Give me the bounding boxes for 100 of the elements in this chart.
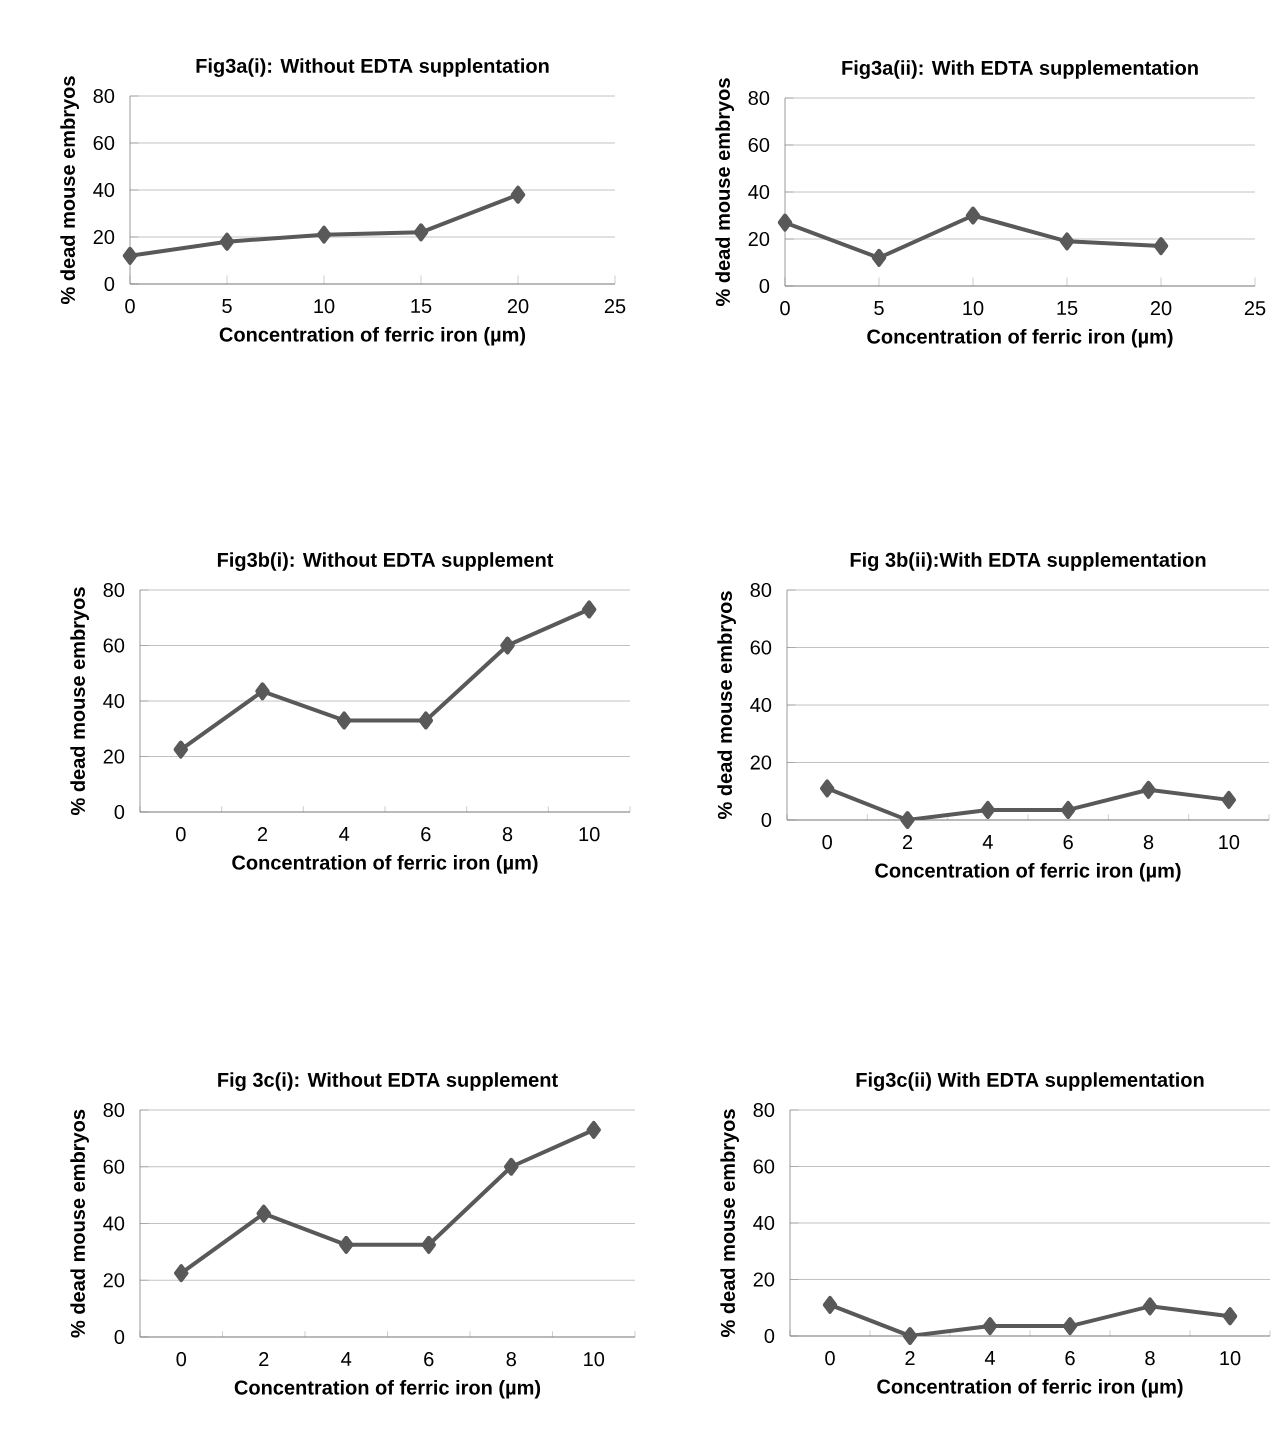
point (581, 600, 597, 619)
x-tick-label: 10 (963, 301, 984, 316)
y-tick-label: 80 (93, 88, 115, 104)
x-tick-label: 4 (984, 1351, 995, 1365)
x-tick-label: 10 (314, 299, 335, 314)
point (871, 248, 887, 267)
point (510, 185, 526, 204)
point (122, 246, 138, 265)
point (1142, 1297, 1158, 1316)
y-tick-label: 60 (753, 1159, 775, 1174)
y-tick-label: 40 (103, 1216, 125, 1231)
y-tick-label: 20 (748, 231, 770, 247)
x-tick-label: 8 (502, 827, 513, 842)
x-tick-label: 0 (176, 1352, 187, 1367)
point (902, 1326, 918, 1345)
x-tick-label: 2 (259, 1352, 269, 1367)
x-tick-label: 20 (507, 299, 529, 314)
y-tick-label: 0 (759, 278, 770, 294)
point (336, 711, 352, 730)
x-tick-label: 15 (411, 299, 432, 314)
point (174, 1264, 189, 1283)
y-tick-label: 60 (103, 1159, 125, 1174)
chart-title: Fig 3c(i): Without EDTA supplement (218, 1072, 558, 1091)
y-tick-label: 0 (761, 812, 772, 828)
y-tick-label: 40 (93, 182, 115, 198)
x-tick-label: 0 (822, 835, 832, 850)
point (316, 225, 332, 244)
y-tick-label: 80 (748, 90, 770, 106)
y-tick-label: 0 (114, 804, 125, 820)
y-tick-label: 20 (750, 755, 772, 770)
y-tick-label: 60 (103, 638, 125, 653)
y-axis-title: % dead mouse embryos (70, 1109, 89, 1338)
x-tick-label: 0 (176, 827, 186, 842)
point (173, 740, 189, 759)
point (418, 711, 434, 730)
y-axis-title: % dead mouse embryos (70, 587, 89, 815)
chart-title: Fig3a(i): Without EDTA supplentation (196, 58, 549, 77)
point (1221, 790, 1237, 809)
x-tick-label: 5 (222, 299, 232, 314)
x-tick-label: 6 (424, 1352, 434, 1367)
x-tick-label: 0 (125, 299, 135, 314)
point (819, 779, 835, 798)
y-tick-label: 20 (103, 749, 125, 764)
y-axis-title: % dead mouse embryos (720, 1109, 739, 1337)
x-tick-label: 6 (1065, 1351, 1075, 1366)
x-axis-title: Concentration of ferric iron (µm) (234, 1379, 541, 1399)
point (255, 682, 270, 701)
point (413, 223, 429, 242)
point (822, 1295, 838, 1314)
x-tick-label: 6 (421, 827, 431, 842)
x-tick-label: 10 (579, 827, 600, 842)
x-tick-label: 8 (506, 1352, 516, 1367)
chart-title: Fig3c(ii) With EDTA supplementation (856, 1072, 1204, 1091)
point (1153, 237, 1169, 256)
x-axis-title: Concentration of ferric iron (µm) (219, 326, 526, 346)
x-tick-label: 10 (1220, 1351, 1241, 1366)
point (777, 213, 793, 232)
point (256, 1204, 271, 1223)
x-tick-label: 8 (1143, 835, 1154, 850)
x-tick-label: 2 (257, 827, 268, 842)
chart-title: Fig 3b(ii):With EDTA supplementation (850, 552, 1206, 571)
point (1060, 800, 1076, 819)
x-tick-label: 2 (905, 1351, 915, 1366)
y-axis-title: % dead mouse embryos (717, 591, 736, 819)
y-tick-label: 80 (750, 582, 772, 598)
y-tick-label: 20 (103, 1273, 125, 1288)
y-axis-title: % dead mouse embryos (715, 78, 734, 306)
x-axis-title: Concentration of ferric iron (µm) (877, 1378, 1183, 1398)
x-tick-label: 4 (341, 1352, 352, 1366)
y-tick-label: 80 (103, 1102, 125, 1118)
point (500, 636, 515, 655)
y-tick-label: 0 (104, 276, 115, 292)
chart-title: Fig3b(i): Without EDTA supplement (217, 552, 554, 571)
y-tick-label: 40 (753, 1215, 775, 1231)
point (1141, 780, 1156, 799)
y-tick-label: 80 (103, 582, 125, 598)
x-tick-label: 10 (1219, 835, 1240, 850)
y-tick-label: 40 (750, 697, 772, 713)
point (1062, 1317, 1078, 1336)
point (586, 1120, 601, 1139)
x-axis-title: Concentration of ferric iron (µm) (867, 328, 1173, 348)
x-tick-label: 2 (902, 835, 913, 850)
y-tick-label: 40 (748, 184, 770, 200)
x-tick-label: 25 (1244, 301, 1266, 316)
point (219, 232, 235, 251)
x-tick-label: 6 (1063, 835, 1073, 850)
point (1222, 1307, 1238, 1326)
y-tick-label: 60 (748, 137, 770, 153)
x-tick-label: 10 (584, 1352, 605, 1367)
y-axis-title: % dead mouse embryos (60, 76, 79, 304)
y-tick-label: 0 (764, 1328, 775, 1344)
x-tick-label: 8 (1145, 1351, 1155, 1366)
x-tick-label: 20 (1150, 301, 1172, 316)
point (421, 1235, 436, 1254)
y-tick-label: 20 (753, 1272, 775, 1287)
y-tick-label: 60 (750, 640, 772, 655)
point (980, 800, 996, 819)
x-tick-label: 15 (1057, 301, 1078, 316)
x-axis-title: Concentration of ferric iron (µm) (232, 854, 538, 874)
y-tick-label: 20 (93, 229, 115, 245)
